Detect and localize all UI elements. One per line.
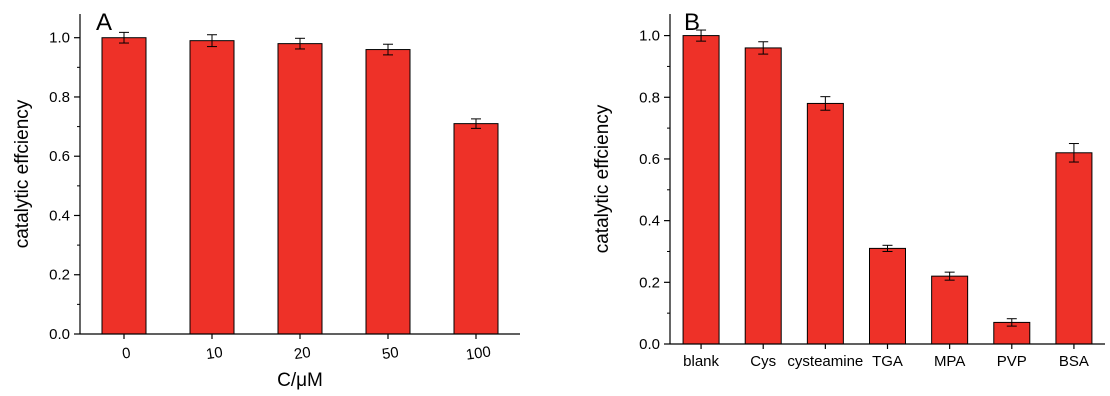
y-tick-label: 1.0 — [639, 28, 660, 45]
bar — [453, 123, 499, 335]
y-tick-label: 0.2 — [49, 267, 70, 284]
bar — [189, 40, 235, 335]
bar — [365, 49, 411, 335]
x-tick-label: BSA — [1059, 353, 1089, 370]
bar — [101, 37, 147, 335]
bar — [806, 102, 844, 345]
x-tick-label: PVP — [997, 353, 1027, 370]
x-tick-label: Cys — [750, 353, 776, 370]
error-bar — [758, 41, 769, 55]
error-bar — [882, 244, 893, 252]
x-tick-label: blank — [683, 353, 719, 370]
error-bar — [1006, 318, 1017, 327]
x-tick-label: TGA — [872, 353, 903, 370]
error-bar — [820, 96, 831, 111]
y-tick-label: 0.2 — [639, 274, 660, 291]
error-bar — [295, 37, 305, 50]
y-tick-label: 0.0 — [639, 336, 660, 353]
bar — [1055, 152, 1093, 345]
bar — [931, 275, 969, 345]
chart-panel-a: 0.0 0.2 0.4 0.6 0.8 1.0 0 10 20 50 100 catalytic ef… — [12, 9, 520, 391]
error-bar — [471, 118, 481, 129]
y-tick-label: 0.6 — [639, 151, 660, 168]
error-bar — [207, 34, 217, 48]
chart-panel-b: 0.0 0.2 0.4 0.6 0.8 1.0 blank Cys cysteamine TGA M… — [592, 9, 1105, 370]
bar — [869, 247, 906, 345]
error-bar — [383, 43, 393, 56]
bar — [277, 43, 323, 335]
error-bar — [944, 271, 955, 281]
panel-label: B — [684, 9, 700, 36]
y-axis-title: catalytic effciency — [12, 99, 33, 248]
y-tick-label: 0.4 — [639, 213, 660, 230]
y-tick-label: 0.8 — [49, 89, 70, 106]
panel-label: A — [96, 9, 112, 36]
x-tick-label: 100 — [465, 343, 492, 363]
x-tick-label: 20 — [293, 344, 312, 363]
bar — [744, 47, 782, 345]
x-tick-label: cysteamine — [787, 353, 863, 370]
y-axis-title: catalytic effciency — [592, 104, 613, 253]
error-bar — [119, 31, 129, 44]
y-tick-label: 1.0 — [49, 30, 70, 47]
y-tick-label: 0.0 — [49, 326, 70, 343]
y-tick-label: 0.4 — [49, 207, 70, 224]
bar — [682, 35, 720, 345]
error-bar — [696, 29, 707, 42]
x-tick-label: 0 — [121, 345, 132, 363]
error-bar — [1068, 143, 1079, 163]
y-tick-label: 0.8 — [639, 89, 660, 106]
x-axis-title: C/μM — [277, 370, 323, 391]
y-tick-label: 0.6 — [49, 148, 70, 165]
x-tick-label: 10 — [205, 344, 224, 363]
x-tick-label: MPA — [934, 353, 965, 370]
x-tick-label: 50 — [381, 344, 400, 363]
